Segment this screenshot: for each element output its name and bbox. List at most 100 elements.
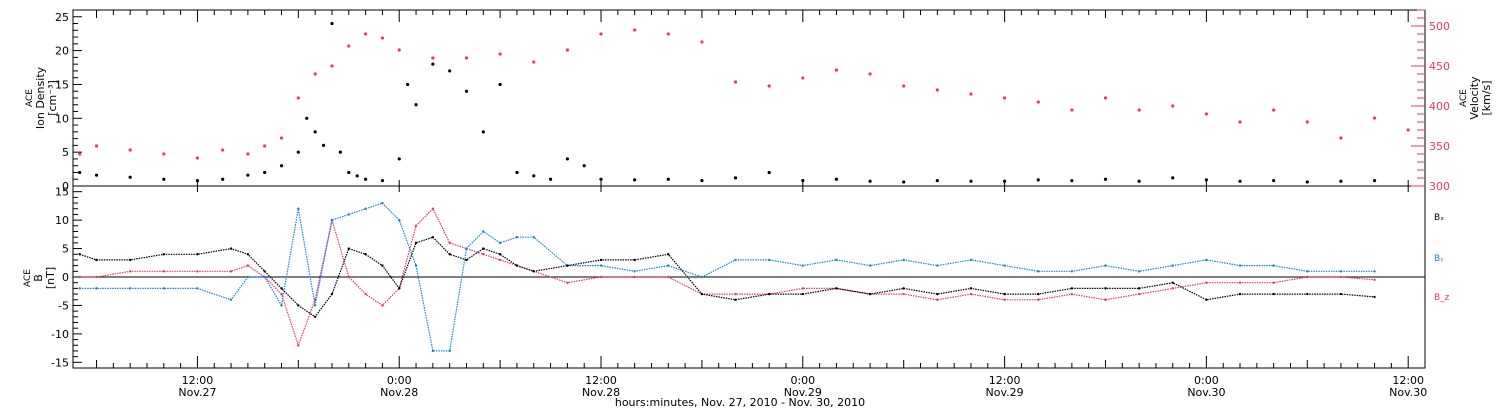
density-point <box>969 179 973 183</box>
bx-point <box>936 292 939 296</box>
velocity-series <box>78 28 1410 160</box>
by-point <box>482 230 485 233</box>
bx-point <box>1104 287 1107 290</box>
date-tick-label: Nov.28 <box>380 386 418 399</box>
bx-point <box>667 253 670 256</box>
by-point <box>1339 270 1343 273</box>
velocity-point <box>733 80 738 84</box>
density-point <box>1305 180 1309 184</box>
by-point <box>229 298 233 301</box>
by-point <box>280 304 283 307</box>
by-point <box>1003 264 1006 267</box>
by-point <box>767 258 771 262</box>
density-point <box>321 143 326 147</box>
bz-point <box>1339 275 1343 279</box>
by-point <box>381 201 384 205</box>
velocity-point <box>834 68 839 72</box>
bx-point <box>498 253 502 256</box>
date-tick-label: Nov.29 <box>986 386 1024 399</box>
bx-point <box>902 287 905 290</box>
density-point <box>1238 179 1242 183</box>
density-point <box>1103 177 1108 181</box>
b-tick-label: 5 <box>62 243 69 256</box>
by-point <box>128 287 132 290</box>
velocity-point <box>380 36 385 40</box>
density-series <box>78 21 1377 184</box>
date-tick-label: Nov.27 <box>178 386 216 399</box>
velocity-point <box>565 48 569 52</box>
density-point <box>464 89 469 93</box>
velocity-point <box>263 144 267 148</box>
velocity-point <box>363 32 368 36</box>
bx-point <box>347 247 350 250</box>
density-tick-label: 25 <box>55 11 69 24</box>
velocity-point <box>431 56 435 60</box>
density-point <box>305 116 309 120</box>
time-tick-label: 12:00 <box>585 374 617 387</box>
velocity-point <box>246 152 250 156</box>
bz-point <box>364 292 367 296</box>
bz-point <box>1205 281 1208 284</box>
by-point <box>498 241 502 245</box>
bx-series <box>78 235 1376 319</box>
b-label-line-1: ACE <box>23 269 33 287</box>
density-label-line-3: [cm⁻³] <box>46 80 59 116</box>
velocity-point <box>935 88 939 92</box>
velocity-point <box>78 152 82 156</box>
velocity-axis-ticks: 300 350 400 450 500 <box>1411 9 1450 193</box>
bz-point <box>448 241 451 245</box>
time-tick-label: 12:00 <box>1392 374 1424 387</box>
bz-point <box>431 207 435 210</box>
by-point <box>162 287 166 290</box>
velocity-point <box>1070 108 1074 112</box>
density-point <box>380 178 385 183</box>
velocity-point <box>1137 108 1141 112</box>
bx-point <box>1373 295 1376 299</box>
by-point <box>1306 270 1309 273</box>
by-point <box>398 218 401 222</box>
bx-point <box>515 264 519 267</box>
by-point <box>1037 270 1040 273</box>
by-point <box>1373 270 1376 273</box>
density-axis-ticks: 0 5 10 15 20 25 <box>55 9 82 193</box>
bz-point <box>1070 292 1074 296</box>
velocity-point <box>1204 112 1208 116</box>
bx-point <box>1171 281 1174 284</box>
velocity-point <box>1272 108 1276 112</box>
velocity-point <box>464 56 469 60</box>
bx-point <box>431 235 435 239</box>
density-tick-label: 20 <box>55 45 69 58</box>
b-tick-label: 10 <box>55 214 69 227</box>
date-tick-label: Nov.28 <box>582 386 620 399</box>
bx-point <box>482 247 485 250</box>
density-point <box>406 82 410 87</box>
bz-point <box>566 281 569 284</box>
velocity-point <box>195 156 200 160</box>
density-tick-label: 15 <box>55 78 69 91</box>
density-point <box>1372 178 1377 183</box>
density-point <box>1036 178 1040 182</box>
density-point <box>313 130 317 134</box>
bx-point <box>1306 292 1309 296</box>
by-point <box>196 287 199 290</box>
velocity-tick-label: 350 <box>1429 140 1450 153</box>
by-point <box>431 349 435 353</box>
density-point <box>1339 179 1343 183</box>
velocity-point <box>296 96 300 100</box>
velocity-point <box>498 52 502 56</box>
time-axis-ticks: 12:00Nov.270:00Nov.2812:00Nov.280:00Nov.… <box>96 10 1427 399</box>
bz-point <box>801 287 805 290</box>
bx-point <box>566 264 569 267</box>
density-point <box>1204 178 1208 182</box>
bz-point <box>414 224 418 228</box>
bx-point <box>1205 298 1208 301</box>
density-point <box>347 170 351 175</box>
density-point <box>666 177 670 181</box>
bx-point <box>532 270 535 273</box>
by-point <box>633 270 636 273</box>
velocity-label-line-3: [km/s] <box>1480 80 1493 115</box>
b-tick-label: -15 <box>51 356 69 369</box>
by-point <box>868 264 872 267</box>
bz-point <box>128 270 132 273</box>
